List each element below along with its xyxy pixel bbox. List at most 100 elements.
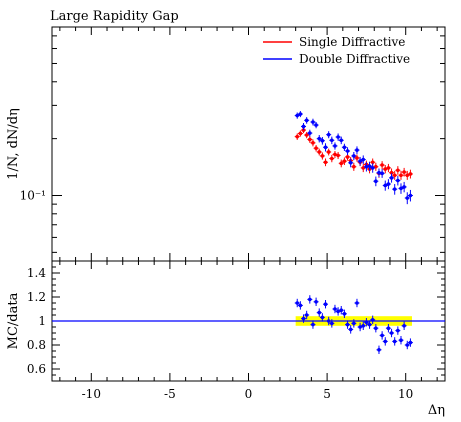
double-diffractive-marker <box>323 145 328 150</box>
single-diffractive-point <box>310 139 316 147</box>
ratio-double-diffractive-point <box>379 331 385 340</box>
double-diffractive-point <box>382 180 388 191</box>
double-diffractive-marker <box>345 149 350 153</box>
ratio-double-diffractive-point <box>301 314 307 323</box>
double-diffractive-point <box>332 142 338 150</box>
double-diffractive-point <box>379 169 385 178</box>
ratio-double-diffractive-marker <box>323 302 328 307</box>
ratio-double-diffractive-marker <box>402 324 406 328</box>
single-diffractive-marker <box>352 164 356 169</box>
ratio-double-diffractive-point <box>313 297 319 306</box>
ratio-double-diffractive-marker <box>330 321 334 326</box>
single-diffractive-point <box>326 148 332 156</box>
single-diffractive-point <box>338 159 344 168</box>
ratio-double-diffractive-point <box>338 306 344 315</box>
double-diffractive-marker <box>295 113 300 118</box>
ratio-double-diffractive-marker <box>295 301 300 305</box>
double-diffractive-point <box>398 183 404 194</box>
double-diffractive-marker <box>342 145 347 150</box>
double-diffractive-point <box>395 175 401 186</box>
single-diffractive-point <box>354 154 360 162</box>
double-diffractive-point <box>401 181 407 193</box>
single-diffractive-marker <box>380 163 384 167</box>
ratio-double-diffractive-marker <box>361 324 366 328</box>
double-diffractive-marker <box>330 138 334 143</box>
ratio-double-diffractive-point <box>341 309 347 318</box>
single-diffractive-marker <box>298 131 303 136</box>
double-diffractive-point <box>304 117 310 124</box>
double-diffractive-marker <box>314 123 318 127</box>
x-axis-label: Δη <box>428 403 445 418</box>
double-diffractive-marker <box>392 187 397 191</box>
ratio-double-diffractive-marker <box>389 331 394 335</box>
single-diffractive-point <box>407 169 413 179</box>
ratio-double-diffractive-point <box>392 337 398 346</box>
single-diffractive-point <box>297 130 303 137</box>
single-diffractive-marker <box>339 161 344 166</box>
ratio-y-tick-label: 1.2 <box>27 290 46 304</box>
double-diffractive-marker <box>364 164 369 169</box>
double-diffractive-point <box>373 176 379 187</box>
ratio-double-diffractive-marker <box>399 338 403 343</box>
ratio-double-diffractive-marker <box>367 322 372 327</box>
single-diffractive-point <box>404 170 410 180</box>
single-diffractive-marker <box>336 153 340 158</box>
ratio-double-diffractive-point <box>398 336 404 345</box>
double-diffractive-marker <box>355 148 359 152</box>
double-diffractive-point <box>392 184 398 195</box>
single-diffractive-marker <box>392 173 397 178</box>
double-diffractive-point <box>319 137 325 145</box>
ratio-double-diffractive-marker <box>317 310 322 315</box>
single-diffractive-marker <box>326 150 331 154</box>
double-diffractive-point <box>389 173 395 183</box>
x-tick-label: -10 <box>82 387 101 401</box>
double-diffractive-marker <box>308 131 312 135</box>
ratio-double-diffractive-marker <box>392 339 397 344</box>
ratio-double-diffractive-point <box>354 298 360 308</box>
ratio-double-diffractive-point <box>310 320 316 329</box>
single-diffractive-point <box>304 131 310 139</box>
ratio-double-diffractive-point <box>329 319 335 328</box>
double-diffractive-marker <box>386 182 391 186</box>
double-diffractive-point <box>307 129 313 137</box>
single-diffractive-marker <box>304 133 309 137</box>
double-diffractive-point <box>345 147 351 155</box>
double-diffractive-point <box>338 136 344 145</box>
x-tick-label: 5 <box>323 387 331 401</box>
ratio-double-diffractive-point <box>326 316 332 326</box>
ratio-double-diffractive-point <box>319 313 325 322</box>
ratio-double-diffractive-marker <box>326 319 331 323</box>
ratio-double-diffractive-marker <box>383 339 388 344</box>
double-diffractive-point <box>294 112 300 119</box>
ratio-y-tick-label: 1 <box>38 314 46 328</box>
ratio-double-diffractive-marker <box>342 312 347 316</box>
single-diffractive-marker <box>342 159 347 163</box>
ratio-double-diffractive-point <box>307 295 313 304</box>
single-diffractive-point <box>319 152 325 160</box>
main-y-ticks: 10⁻¹ <box>20 35 445 253</box>
single-diffractive-marker <box>389 170 394 175</box>
ratio-double-diffractive-marker <box>408 340 413 345</box>
ratio-y-axis-label: MC/data <box>6 292 21 349</box>
double-diffractive-point <box>297 111 303 118</box>
ratio-double-diffractive-marker <box>370 318 375 322</box>
ratio-y-ticks: 0.6 0.8 1 1.2 1.4 <box>27 260 445 382</box>
ratio-double-diffractive-marker <box>405 343 410 347</box>
double-diffractive-marker <box>370 166 375 170</box>
double-diffractive-marker <box>301 124 306 129</box>
single-diffractive-point <box>401 167 407 177</box>
double-diffractive-point <box>351 151 357 161</box>
ratio-double-diffractive-marker <box>374 326 378 331</box>
ratio-double-diffractive-point <box>351 319 357 328</box>
ratio-double-diffractive-marker <box>339 308 344 313</box>
double-diffractive-marker <box>320 138 325 143</box>
single-diffractive-marker <box>317 150 322 154</box>
double-diffractive-point <box>326 131 332 139</box>
ratio-double-diffractive-marker <box>304 313 309 317</box>
double-diffractive-point <box>385 179 391 190</box>
ratio-double-diffractive-point <box>401 321 407 330</box>
single-diffractive-marker <box>311 141 315 145</box>
single-diffractive-point <box>379 161 385 170</box>
